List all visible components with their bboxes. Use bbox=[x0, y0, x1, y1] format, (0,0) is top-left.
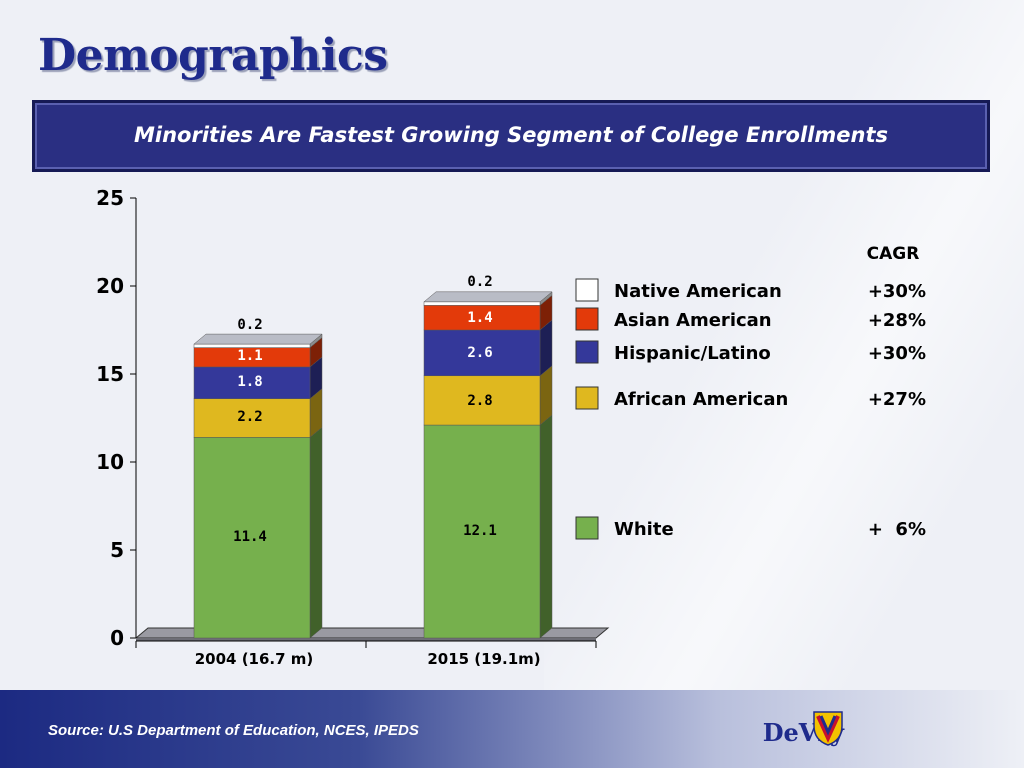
data-label-asian-american: 1.4 bbox=[467, 310, 492, 326]
y-tick-label: 15 bbox=[96, 362, 124, 386]
legend-label: African American bbox=[614, 389, 788, 410]
data-label-native-american: 0.2 bbox=[237, 317, 262, 333]
subtitle-text: Minorities Are Fastest Growing Segment o… bbox=[134, 123, 888, 147]
legend-cagr-value: +28% bbox=[868, 310, 926, 331]
legend-cagr-value: +30% bbox=[868, 281, 926, 302]
legend-header-cagr: CAGR bbox=[867, 244, 920, 264]
bar-side-african-american bbox=[539, 365, 553, 426]
bar-segment-native-american bbox=[423, 301, 541, 306]
legend-swatch-african-american bbox=[575, 386, 599, 410]
bar-top-face bbox=[423, 291, 553, 303]
bar-segment-asian-american bbox=[423, 305, 541, 331]
bar-segment-african-american bbox=[423, 375, 541, 426]
bar-segment-hispanic-latino bbox=[193, 366, 311, 399]
legend-label: Native American bbox=[614, 281, 782, 302]
devry-shield-icon bbox=[813, 711, 843, 746]
legend-cagr-value: +27% bbox=[868, 389, 926, 410]
data-label-native-american: 0.2 bbox=[467, 274, 492, 290]
bar-top-face bbox=[193, 333, 323, 345]
y-tick-label: 25 bbox=[96, 186, 124, 210]
legend-swatch-native-american bbox=[575, 278, 599, 302]
legend-label: Hispanic/Latino bbox=[614, 343, 771, 364]
data-label-asian-american: 1.1 bbox=[237, 348, 262, 364]
y-tick-label: 5 bbox=[110, 538, 124, 562]
subtitle-banner: Minorities Are Fastest Growing Segment o… bbox=[32, 100, 990, 172]
legend-cagr-value: +30% bbox=[868, 343, 926, 364]
data-label-white: 12.1 bbox=[463, 523, 497, 539]
legend-label: White bbox=[614, 519, 674, 540]
legend-label: Asian American bbox=[614, 310, 772, 331]
bar-segment-white bbox=[423, 424, 541, 639]
legend-swatch-asian-american bbox=[575, 307, 599, 331]
data-label-hispanic-latino: 1.8 bbox=[237, 374, 262, 390]
y-tick-label: 10 bbox=[96, 450, 124, 474]
data-label-african-american: 2.8 bbox=[467, 393, 492, 409]
x-category-label: 2015 (19.1m) bbox=[427, 650, 540, 668]
data-label-hispanic-latino: 2.6 bbox=[467, 345, 492, 361]
bar-side-white bbox=[309, 426, 323, 639]
data-label-white: 11.4 bbox=[233, 529, 267, 545]
stacked-bar-chart: 0 5 10 15 20 25 11.4 2.2 1.8 1.1 0.2 2004 (16.7 m) 1… bbox=[96, 186, 926, 668]
bar-segment-white bbox=[193, 437, 311, 639]
y-tick-label: 20 bbox=[96, 274, 124, 298]
page-title: Demographics bbox=[38, 30, 388, 81]
chart-floor-edge bbox=[136, 638, 596, 641]
legend-cagr-value: + 6% bbox=[868, 519, 926, 540]
legend-swatch-hispanic-latino bbox=[575, 340, 599, 364]
footer-bar: Source: U.S Department of Education, NCE… bbox=[0, 690, 1024, 768]
y-tick-label: 0 bbox=[110, 626, 124, 650]
source-note: Source: U.S Department of Education, NCE… bbox=[48, 722, 419, 739]
bar-side-white bbox=[539, 414, 553, 639]
x-category-label: 2004 (16.7 m) bbox=[195, 650, 314, 668]
legend-swatch-white bbox=[575, 516, 599, 540]
data-label-african-american: 2.2 bbox=[237, 409, 262, 425]
bar-segment-hispanic-latino bbox=[423, 329, 541, 377]
bar-segment-african-american bbox=[193, 398, 311, 438]
